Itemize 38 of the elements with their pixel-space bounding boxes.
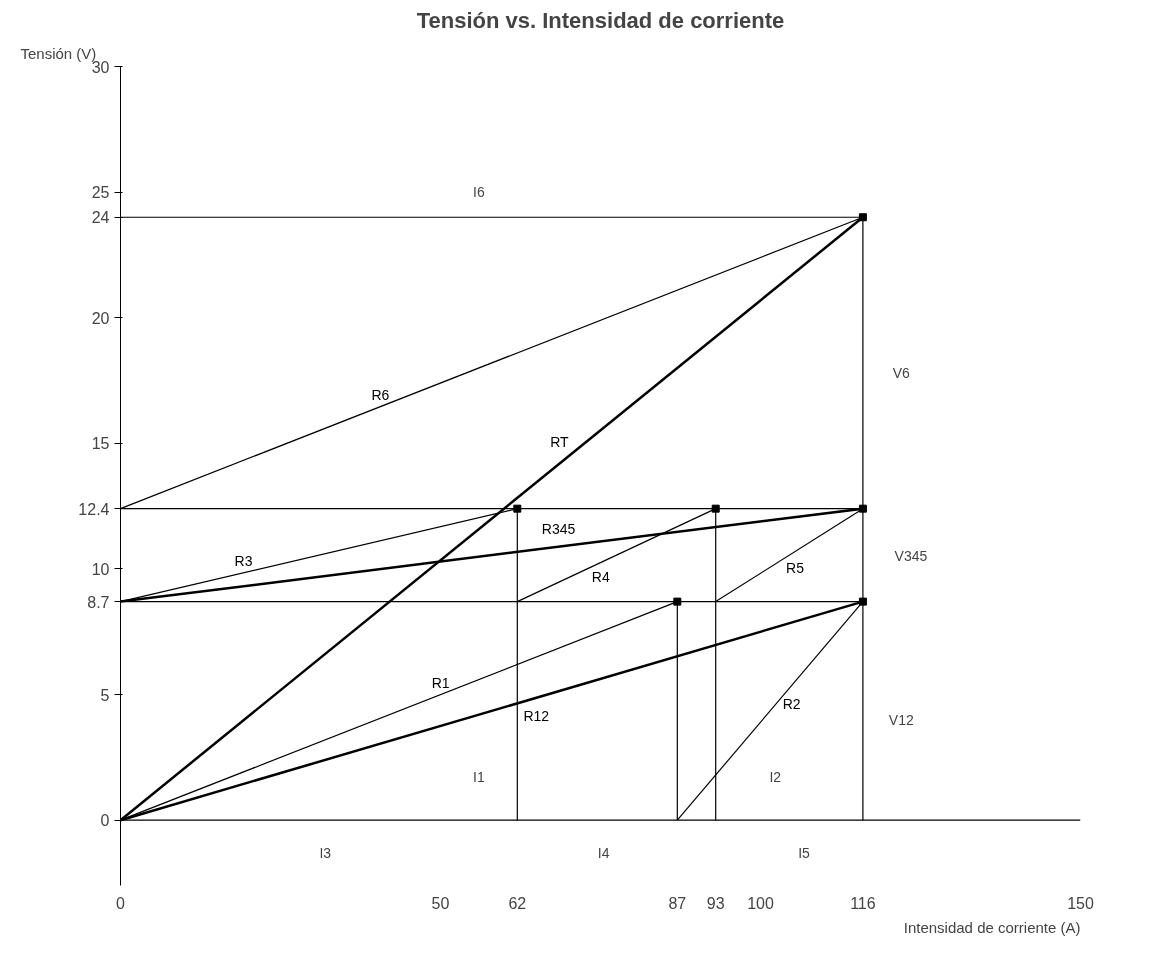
x-axis-title: Intensidad de corriente (A)	[903, 918, 1081, 936]
y-tick-label: 8.7	[87, 593, 110, 611]
y-tick-label: 20	[91, 309, 110, 327]
annotation: I2	[769, 769, 782, 786]
y-tick-label: 10	[91, 560, 110, 578]
x-tick-label: 93	[706, 894, 725, 912]
x-tick-label: 50	[431, 894, 450, 912]
x-tick-label: 116	[850, 894, 876, 912]
annotation: I5	[798, 844, 811, 861]
annotation: I1	[473, 769, 485, 786]
series-label: R345	[541, 520, 576, 537]
series-label: R5	[786, 559, 805, 576]
annotation: I6	[473, 184, 485, 201]
y-tick-label: 0	[100, 812, 110, 830]
x-tick-label: 150	[1067, 894, 1094, 912]
annotation: V345	[894, 548, 928, 565]
series-label: RT	[550, 434, 570, 451]
annotation: I4	[597, 844, 610, 861]
y-tick-label: 25	[91, 184, 110, 202]
series-label: R3	[234, 552, 253, 569]
y-axis-title: Tensión (V)	[20, 44, 97, 62]
y-tick-label: 12.4	[78, 500, 110, 518]
x-tick-label: 100	[747, 894, 774, 912]
chart-title: Tensión vs. Intensidad de corriente	[416, 7, 785, 33]
x-tick-label: 62	[508, 894, 527, 912]
x-tick-label: 0	[116, 894, 126, 912]
series-label: R4	[591, 569, 610, 586]
series-label: R12	[523, 707, 550, 724]
y-tick-label: 5	[100, 686, 110, 704]
y-tick-label: 15	[91, 435, 110, 453]
annotation: V12	[888, 711, 914, 728]
x-tick-label: 87	[668, 894, 687, 912]
annotation: V6	[892, 365, 911, 381]
y-tick-label: 24	[91, 209, 110, 227]
series-label: R2	[782, 696, 801, 713]
series-label: R1	[431, 674, 450, 691]
series-label: R6	[371, 386, 390, 403]
annotation: I3	[319, 844, 332, 861]
